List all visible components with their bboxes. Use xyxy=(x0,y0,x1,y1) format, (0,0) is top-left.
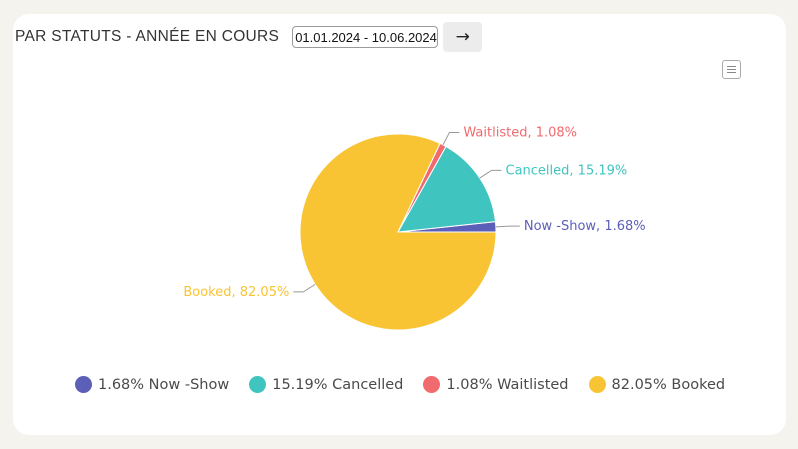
slice-connector xyxy=(442,131,460,146)
legend-marker xyxy=(75,376,92,393)
legend-marker xyxy=(249,376,267,393)
chart-title: PAR STATUTS - ANNÉE EN COURS xyxy=(15,28,280,45)
slice-connector xyxy=(293,283,316,293)
legend-label: 1.08% Waitlisted xyxy=(446,376,569,393)
apply-date-button[interactable]: → xyxy=(443,22,483,52)
slice-label-waitlisted: Waitlisted, 1.08% xyxy=(463,125,577,140)
slice-label-now-show: Now -Show, 1.68% xyxy=(524,219,646,234)
chart-header: PAR STATUTS - ANNÉE EN COURS → xyxy=(15,22,483,52)
legend-marker xyxy=(423,376,441,393)
pie-slice-booked[interactable] xyxy=(299,133,497,331)
arrow-right-icon: → xyxy=(455,27,470,47)
slice-label-cancelled: Cancelled, 15.19% xyxy=(506,163,628,178)
legend-item-waitlisted[interactable]: 1.08% Waitlisted xyxy=(423,376,569,393)
hamburger-menu-icon xyxy=(727,66,736,67)
legend-item-now-show[interactable]: 1.68% Now -Show xyxy=(75,376,229,393)
chart-menu-button[interactable] xyxy=(722,60,741,79)
legend-label: 1.68% Now -Show xyxy=(98,376,230,393)
slice-connector xyxy=(495,225,520,228)
date-range-input[interactable] xyxy=(292,26,439,48)
legend-label: 15.19% Cancelled xyxy=(272,376,404,393)
legend-item-booked[interactable]: 82.05% Booked xyxy=(588,376,726,393)
slice-label-booked: Booked, 82.05% xyxy=(183,285,289,300)
chart-legend: 1.68% Now -Show 15.19% Cancelled 1.08% W… xyxy=(75,376,745,393)
legend-marker xyxy=(588,376,606,393)
legend-item-cancelled[interactable]: 15.19% Cancelled xyxy=(249,376,403,393)
legend-label: 82.05% Booked xyxy=(611,376,726,393)
slice-connector xyxy=(479,169,502,179)
